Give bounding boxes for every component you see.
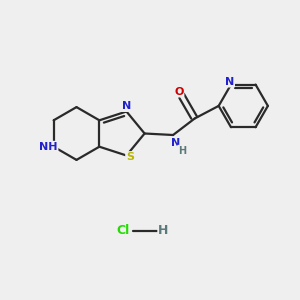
- Text: H: H: [158, 224, 169, 238]
- Text: H: H: [178, 146, 186, 156]
- Text: N: N: [171, 138, 180, 148]
- Text: NH: NH: [39, 142, 58, 152]
- Text: O: O: [174, 86, 184, 97]
- Text: N: N: [225, 76, 234, 87]
- Text: N: N: [122, 101, 131, 111]
- Text: S: S: [126, 152, 134, 162]
- Text: Cl: Cl: [116, 224, 130, 238]
